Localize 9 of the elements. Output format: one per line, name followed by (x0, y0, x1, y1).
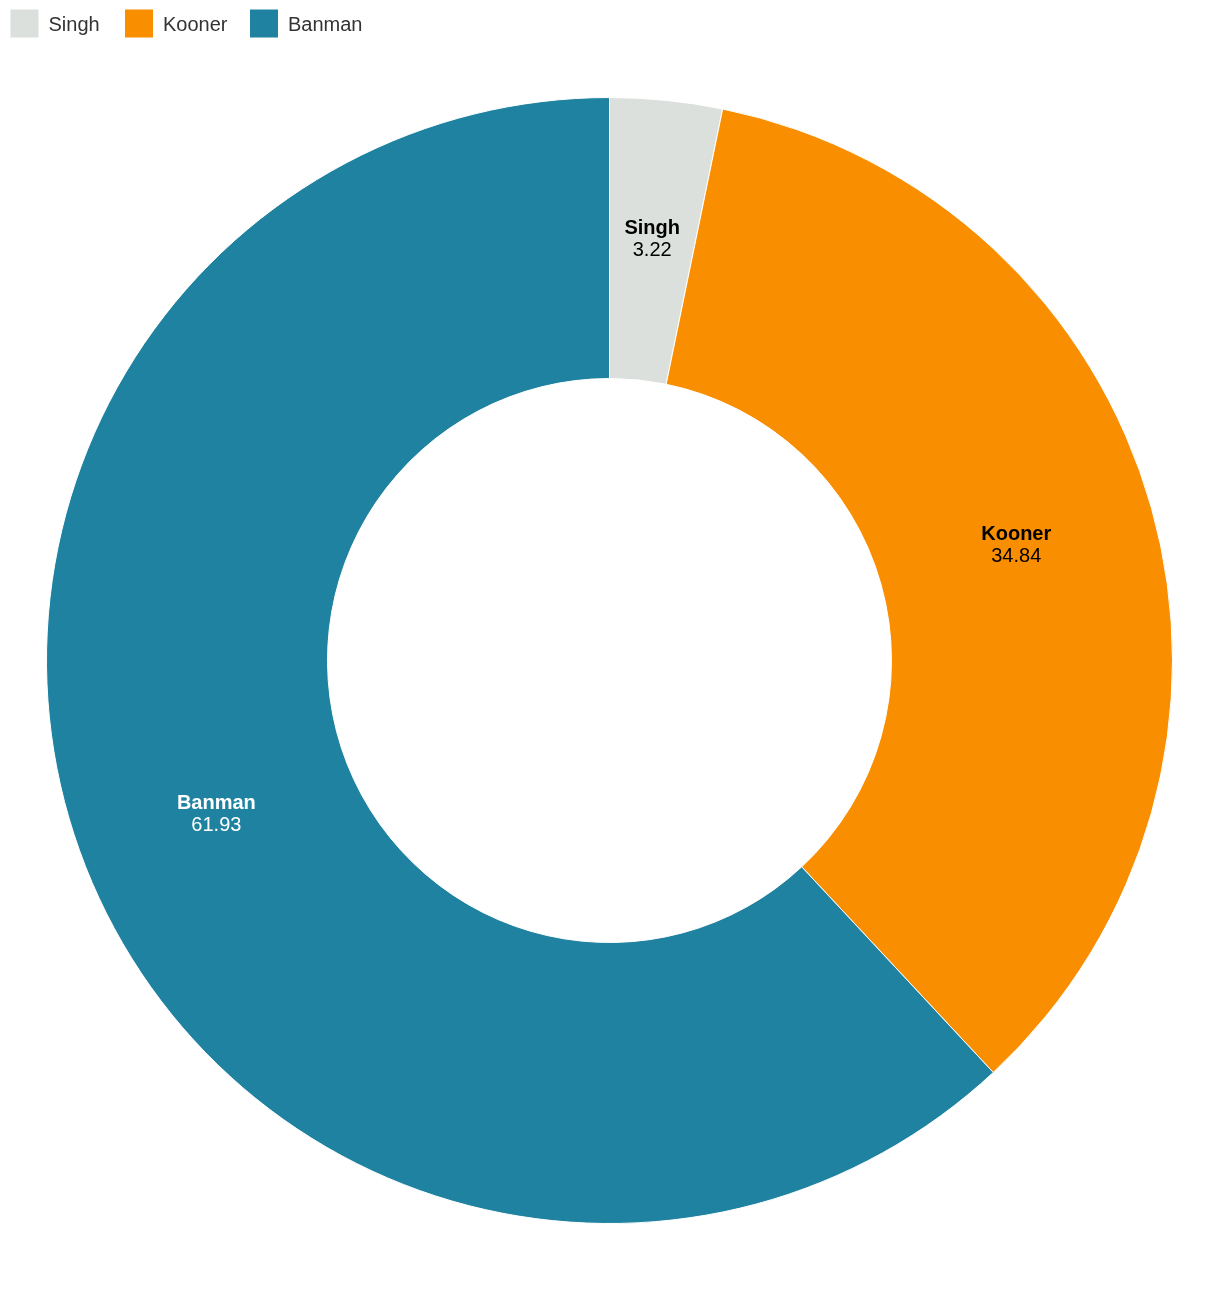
data-label: 34.84 (991, 544, 1042, 567)
data-label: 3.22 (632, 238, 672, 261)
slice-label: Banman (176, 791, 256, 814)
legend-label: Singh (48, 12, 100, 35)
legend-label: Banman (288, 12, 363, 35)
slice-label: Kooner (981, 522, 1052, 545)
data-label: 61.93 (191, 813, 242, 836)
slice-label: Singh (624, 216, 680, 239)
legend-label: Kooner (163, 12, 228, 35)
